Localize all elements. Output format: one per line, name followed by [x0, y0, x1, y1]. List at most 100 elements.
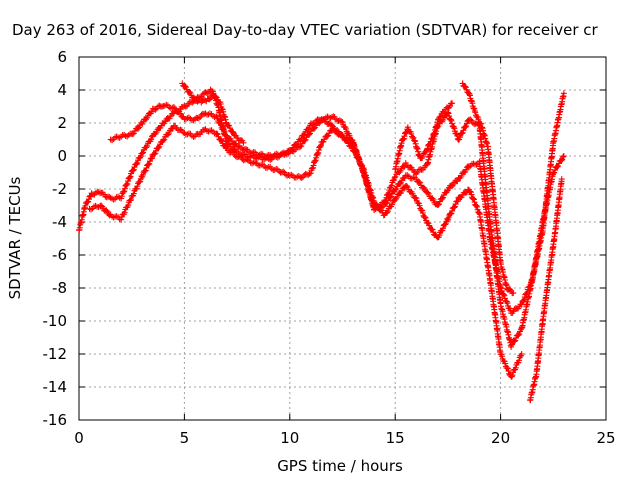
- data-point: [396, 169, 403, 176]
- data-point: [103, 207, 110, 214]
- data-point: [471, 199, 478, 206]
- data-point: [339, 119, 346, 126]
- data-point: [133, 161, 140, 168]
- data-point: [234, 143, 241, 150]
- data-point: [498, 287, 505, 294]
- data-point: [473, 202, 480, 209]
- data-point: [155, 145, 162, 152]
- data-point: [127, 173, 134, 180]
- data-point: [424, 145, 431, 152]
- data-point: [354, 154, 361, 161]
- data-point: [421, 185, 428, 192]
- grid: [79, 57, 606, 420]
- data-point: [446, 113, 453, 120]
- data-point: [445, 214, 452, 221]
- data-point: [418, 207, 425, 214]
- data-point: [160, 137, 167, 144]
- data-point: [462, 124, 469, 131]
- data-point: [338, 118, 345, 125]
- data-point: [82, 202, 89, 209]
- data-point: [149, 155, 156, 162]
- data-point: [521, 296, 528, 303]
- data-point: [510, 289, 517, 296]
- data-point: [177, 126, 184, 133]
- x-tick-label: 0: [74, 429, 84, 447]
- data-point: [439, 195, 446, 202]
- data-point: [420, 184, 427, 191]
- data-point: [226, 125, 233, 132]
- data-point: [201, 126, 208, 133]
- data-point: [145, 161, 152, 168]
- data-point: [500, 291, 507, 298]
- y-tick-label: -12: [43, 345, 68, 363]
- data-point: [448, 117, 455, 124]
- data-point: [422, 214, 429, 221]
- y-tick-label: -6: [52, 246, 67, 264]
- data-point: [294, 173, 301, 180]
- data-point: [560, 153, 567, 159]
- data-point: [558, 157, 565, 164]
- data-points: [76, 80, 567, 404]
- data-point: [401, 133, 408, 140]
- data-point: [462, 189, 469, 196]
- data-point: [182, 103, 189, 110]
- data-point: [139, 150, 146, 157]
- data-point: [449, 207, 456, 214]
- data-point: [127, 196, 134, 203]
- data-point: [451, 204, 458, 211]
- data-point: [130, 167, 137, 174]
- data-point: [349, 144, 356, 151]
- data-point: [447, 116, 454, 123]
- data-point: [467, 188, 474, 195]
- data-point: [512, 364, 519, 371]
- data-point: [348, 143, 355, 150]
- data-point: [559, 156, 566, 163]
- x-tick-label: 5: [180, 429, 190, 447]
- data-point: [355, 156, 362, 163]
- data-point: [505, 368, 512, 375]
- data-point: [311, 125, 318, 132]
- data-point: [228, 148, 235, 155]
- series-3: [86, 122, 525, 380]
- data-point: [462, 83, 469, 90]
- data-point: [123, 181, 130, 188]
- data-point: [156, 143, 163, 150]
- data-point: [451, 125, 458, 132]
- data-point: [301, 137, 308, 144]
- data-point: [516, 357, 523, 364]
- data-point: [454, 178, 461, 185]
- data-point: [410, 134, 417, 141]
- data-point: [280, 168, 287, 175]
- data-point: [198, 111, 205, 118]
- data-point: [343, 125, 350, 132]
- y-tick-label: 0: [57, 147, 67, 165]
- data-point: [426, 222, 433, 229]
- data-point: [442, 221, 449, 228]
- data-point: [213, 94, 220, 101]
- data-point: [118, 193, 125, 200]
- y-axis-label: SDTVAR / TECUs: [6, 176, 24, 299]
- y-tick-label: -10: [43, 312, 68, 330]
- data-point: [384, 208, 391, 215]
- data-point: [213, 130, 220, 137]
- data-point: [88, 206, 95, 213]
- data-point: [423, 148, 430, 155]
- data-point: [502, 360, 509, 367]
- data-point: [524, 289, 531, 296]
- data-point: [136, 179, 143, 186]
- chart-title: Day 263 of 2016, Sidereal Day-to-day VTE…: [12, 21, 599, 39]
- data-point: [419, 153, 426, 160]
- data-point: [419, 210, 426, 217]
- data-point: [298, 174, 305, 181]
- data-point: [151, 151, 158, 158]
- data-point: [408, 130, 415, 137]
- data-point: [403, 182, 410, 189]
- data-point: [221, 128, 228, 135]
- data-point: [467, 116, 474, 123]
- data-point: [222, 144, 229, 151]
- y-tick-label: -8: [52, 279, 67, 297]
- y-tick-label: 2: [57, 114, 67, 132]
- data-point: [139, 120, 146, 127]
- data-point: [130, 190, 137, 197]
